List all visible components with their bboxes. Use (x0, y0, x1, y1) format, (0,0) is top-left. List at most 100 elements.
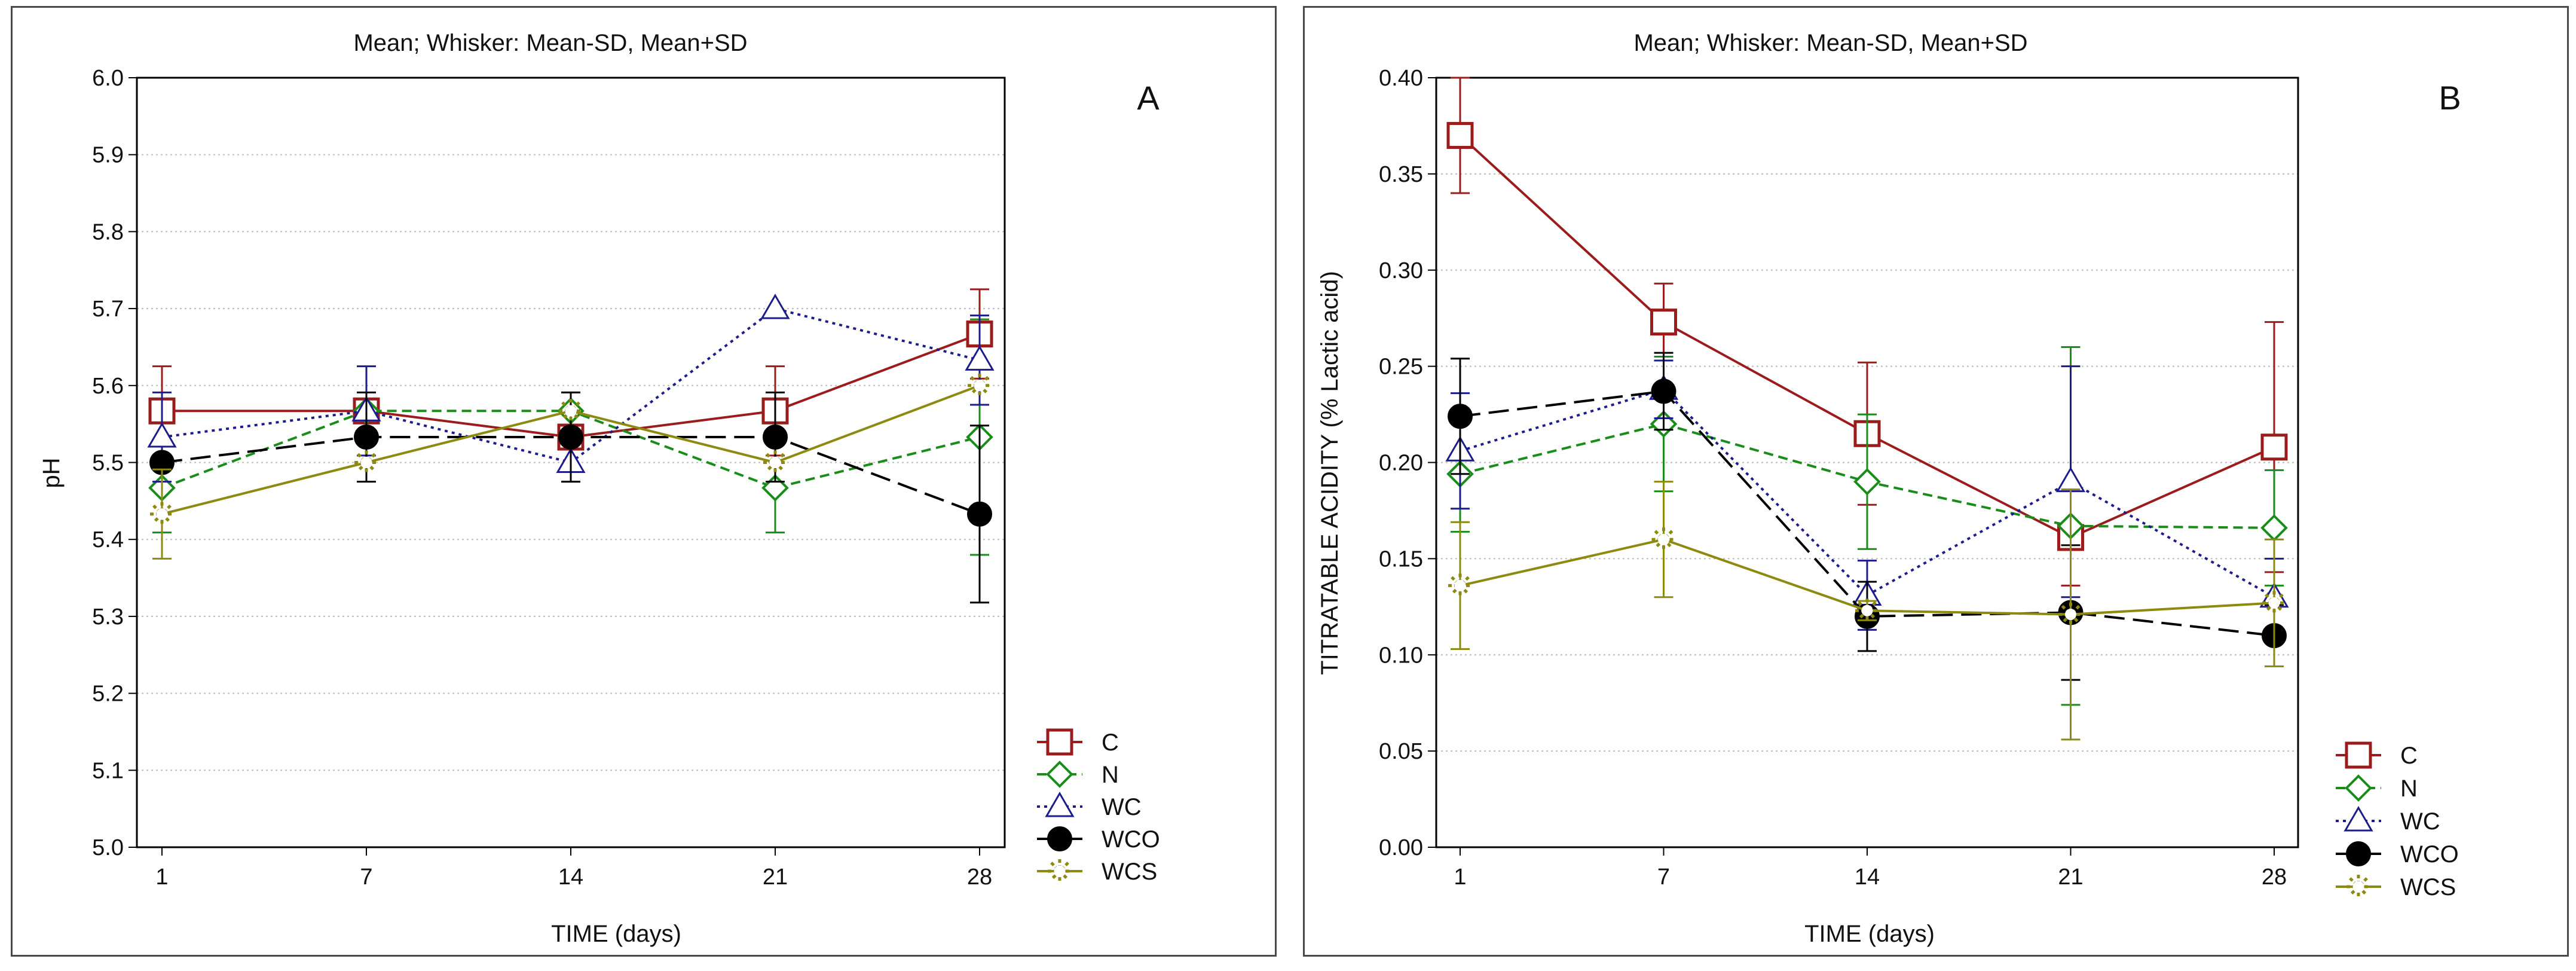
legend-marker-n (1046, 761, 1073, 788)
data-point-wc (760, 294, 790, 319)
series-n (1446, 346, 2288, 706)
chart-panel-a: Mean; Whisker: Mean-SD, Mean+SD A TIME (… (11, 6, 1277, 957)
series-wcs (150, 373, 992, 560)
x-tick-label: 21 (763, 865, 788, 890)
data-point-wco (1448, 404, 1473, 429)
data-point-wcs (968, 373, 992, 398)
x-tick-label: 7 (1657, 865, 1670, 890)
legend-marker-c (1046, 728, 1073, 756)
data-point-n (1853, 468, 1881, 496)
data-point-wcs (2058, 602, 2083, 627)
y-tick-label: 0.10 (1379, 643, 1423, 668)
y-tick-label: 5.1 (92, 758, 124, 783)
legend-label: WC (1102, 794, 1142, 820)
y-tick-label: 0.20 (1379, 451, 1423, 476)
plot-frame (136, 77, 1006, 848)
legend-item-wco: WCO (1037, 826, 1160, 853)
x-tick-label: 14 (1855, 865, 1880, 890)
legend-label: WCS (2400, 874, 2456, 900)
data-point-c (1650, 309, 1677, 336)
y-tick-label: 5.4 (92, 527, 124, 552)
data-point-wc (2055, 466, 2086, 493)
data-point-wc (147, 422, 177, 448)
legend-marker-wc (1045, 792, 1075, 817)
legend-label: N (2400, 775, 2418, 802)
data-point-n (2260, 514, 2288, 542)
chart-panel-b: Mean; Whisker: Mean-SD, Mean+SD B TIME (… (1303, 6, 2569, 957)
legend-marker-wco (2346, 841, 2371, 866)
chart-a-subtitle: Mean; Whisker: Mean-SD, Mean+SD (353, 30, 747, 56)
legend-label: WC (2400, 808, 2440, 835)
data-point-c (2260, 433, 2288, 461)
data-point-wcs (354, 450, 378, 475)
data-point-wcs (1448, 573, 1472, 598)
y-tick-label: 0.35 (1379, 162, 1423, 187)
y-tick-label: 0.25 (1379, 355, 1423, 380)
legend-item-n: N (2336, 774, 2418, 802)
y-tick-label: 5.0 (92, 835, 124, 860)
y-tick-label: 5.2 (92, 682, 124, 707)
y-tick-label: 5.3 (92, 604, 124, 630)
chart-a-svg: Mean; Whisker: Mean-SD, Mean+SD A TIME (… (38, 30, 1160, 947)
series-line-wc (1460, 387, 2275, 599)
legend-item-wco: WCO (2336, 841, 2459, 868)
legend-label: WCO (1102, 826, 1160, 853)
chart-b-legend: CN WC WCO WCS (2336, 741, 2459, 900)
legend-item-c: C (1037, 728, 1119, 756)
chart-b-svg: Mean; Whisker: Mean-SD, Mean+SD B TIME (… (1317, 30, 2461, 947)
data-point-wcs (763, 450, 787, 475)
data-point-wco (763, 425, 788, 450)
x-tick-label: 1 (155, 865, 168, 890)
x-tick-label: 21 (2058, 865, 2083, 890)
chart-b-subtitle: Mean; Whisker: Mean-SD, Mean+SD (1633, 30, 2027, 56)
data-point-wco (967, 501, 992, 527)
chart-b-plot-area: 0.00 0.05 0.10 0.15 0.20 0.25 0.30 0.35 0.40 1 7 14… (1379, 66, 2299, 890)
chart-b-panel-letter: B (2439, 79, 2461, 117)
x-tick-label: 28 (2262, 865, 2287, 890)
legend-marker-wcs (2346, 875, 2370, 899)
y-tick-label: 6.0 (92, 66, 124, 91)
x-tick-label: 1 (1454, 865, 1466, 890)
chart-a-plot-area: 5.0 5.1 5.2 5.3 5.4 5.5 5.6 5.7 5.8 5.9 6.0 1 7 14 21 2… (92, 66, 1006, 890)
data-point-wco (1651, 378, 1676, 404)
legend-item-n: N (1037, 761, 1119, 788)
data-point-wcs (559, 399, 583, 423)
legend-item-wcs: WCS (2336, 874, 2456, 900)
legend-marker-wco (1047, 826, 1072, 851)
legend-item-c: C (2336, 741, 2418, 769)
series-line-wco (1460, 390, 2275, 637)
legend-label: WCO (2400, 841, 2459, 868)
chart-b-ylabel: TITRATABLE ACIDITY (% Lactic acid) (1317, 271, 1343, 675)
data-point-wcs (150, 502, 174, 526)
legend-marker-wc (2344, 806, 2373, 832)
chart-a-ylabel: pH (38, 457, 65, 488)
legend-marker-n (2345, 774, 2372, 802)
y-tick-label: 5.5 (92, 451, 124, 476)
data-point-wco (354, 425, 379, 450)
legend-label: N (1102, 762, 1119, 788)
data-point-c (1446, 122, 1474, 149)
chart-b-xlabel: TIME (days) (1804, 921, 1935, 947)
series-wco (149, 391, 992, 604)
data-point-wcs (2262, 591, 2286, 615)
data-point-wc (965, 345, 995, 371)
x-tick-label: 28 (967, 865, 992, 890)
y-tick-label: 0.15 (1379, 546, 1423, 572)
y-tick-label: 5.7 (92, 297, 124, 322)
legend-item-wc: WC (2336, 806, 2440, 835)
data-point-wco (558, 425, 583, 450)
legend-label: WCS (1102, 859, 1157, 885)
y-tick-label: 5.6 (92, 374, 124, 399)
y-tick-label: 5.9 (92, 143, 124, 168)
x-tick-label: 14 (558, 865, 583, 890)
legend-marker-wcs (1048, 859, 1072, 883)
y-tick-label: 0.05 (1379, 739, 1423, 764)
y-tick-label: 0.40 (1379, 66, 1423, 91)
x-tick-label: 7 (360, 865, 372, 890)
y-tick-label: 0.00 (1379, 835, 1423, 860)
chart-a-xlabel: TIME (days) (551, 921, 681, 947)
plot-frame (1435, 77, 2299, 848)
series-wcs (1448, 481, 2286, 741)
legend-item-wc: WC (1037, 792, 1142, 820)
legend-marker-c (2345, 741, 2372, 769)
